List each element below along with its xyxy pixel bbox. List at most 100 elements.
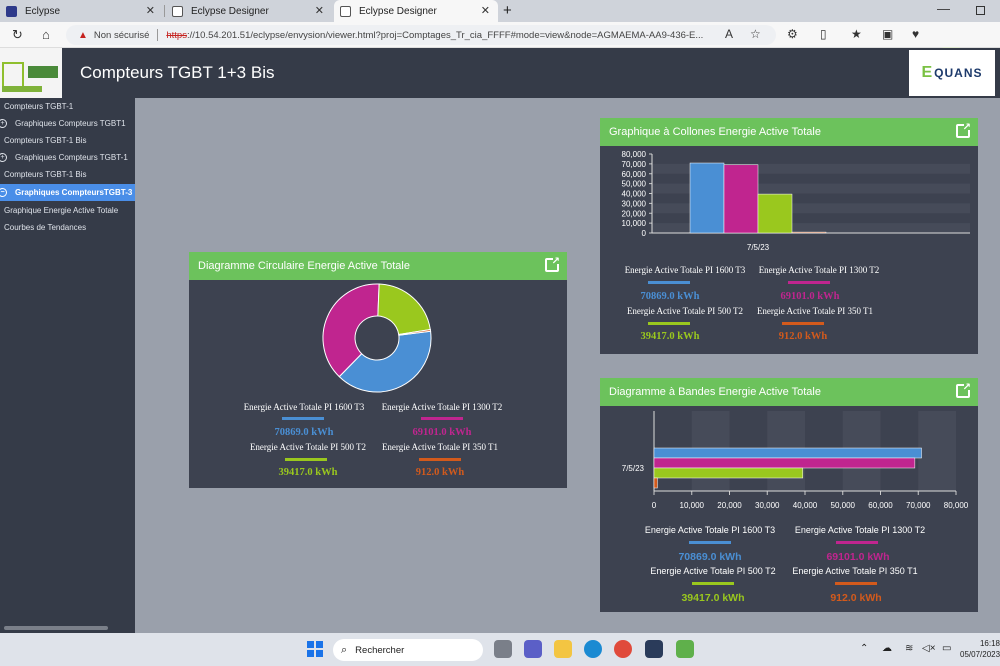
- browser-tab[interactable]: Eclypse ✕: [0, 0, 163, 22]
- x-tick-label: 60,000: [868, 501, 893, 510]
- battery-icon[interactable]: ▭: [942, 643, 952, 654]
- sidebar-item-label: Compteurs TGBT-1: [4, 102, 74, 111]
- split-screen-icon[interactable]: ▯: [820, 27, 827, 41]
- security-label[interactable]: Non sécurisé: [93, 29, 150, 41]
- legend-swatch: [421, 417, 463, 420]
- x-tick-label: 20,000: [717, 501, 742, 510]
- favorites-icon[interactable]: ★: [851, 27, 862, 41]
- maximize-icon[interactable]: [976, 6, 985, 15]
- sidebar-item-compteurs-tgbt-1-bis[interactable]: Compteurs TGBT-1 Bis: [0, 132, 135, 149]
- open-external-icon[interactable]: ↗: [956, 122, 972, 138]
- x-tick-label: 70,000: [906, 501, 931, 510]
- x-category-label: 7/5/23: [747, 243, 770, 252]
- teams-icon[interactable]: [524, 640, 542, 658]
- legend-label: Energie Active Totale PI 1600 T3: [624, 265, 746, 275]
- horizontal-bar: [653, 477, 658, 489]
- equans-logo: E QUANS: [909, 50, 995, 96]
- tab-title: Eclypse: [25, 5, 61, 17]
- expand-icon[interactable]: +: [0, 153, 7, 162]
- legend-value: 912.0 kWh: [830, 592, 882, 604]
- legend-label: Energie Active Totale PI 1300 T2: [758, 265, 880, 275]
- read-aloud-icon[interactable]: A: [725, 27, 734, 41]
- x-tick-label: 30,000: [755, 501, 780, 510]
- windows-start-icon[interactable]: [306, 640, 324, 658]
- column-chart-panel: Graphique à Collones Energie Active Tota…: [600, 118, 978, 354]
- edge-icon[interactable]: [584, 640, 602, 658]
- sidebar-item-compteurs-tgbt-1[interactable]: Compteurs TGBT-1: [0, 98, 135, 115]
- tab-title: Eclypse Designer: [191, 5, 269, 17]
- panel-title: Diagramme à Bandes Energie Active Totale…: [600, 378, 978, 406]
- x-tick-label: 40,000: [793, 501, 818, 510]
- horizontal-bar: [653, 457, 916, 469]
- app-icon[interactable]: [645, 640, 663, 658]
- sidebar: Compteurs TGBT-1 + Graphiques Compteurs …: [0, 98, 135, 633]
- taskbar-clock[interactable]: 16:18 05/07/2023: [960, 638, 1000, 660]
- home-icon[interactable]: ⌂: [42, 27, 50, 42]
- clock-time: 16:18: [979, 639, 1000, 648]
- sidebar-scrollbar[interactable]: [4, 626, 108, 630]
- legend-value: 39417.0 kWh: [278, 467, 338, 478]
- search-placeholder: Rechercher: [355, 644, 405, 656]
- favorite-star-icon[interactable]: ☆: [750, 27, 761, 41]
- chevron-up-icon[interactable]: ⌃: [860, 643, 869, 654]
- column-bar: [723, 164, 759, 234]
- collections-icon[interactable]: ▣: [882, 27, 894, 41]
- legend-swatch: [648, 281, 690, 284]
- sidebar-item-graphiques-tgbt-3[interactable]: − Graphiques CompteursTGBT-3: [0, 184, 135, 201]
- legend-value: 39417.0 kWh: [640, 331, 700, 342]
- close-tab-icon[interactable]: ✕: [314, 5, 324, 17]
- search-icon: ⌕: [341, 643, 348, 656]
- y-tick-label: 70,000: [622, 160, 647, 169]
- y-tick-label: 50,000: [622, 180, 647, 189]
- legend-swatch: [836, 541, 878, 544]
- sidebar-item-courbes-tendances[interactable]: Courbes de Tendances: [0, 219, 135, 236]
- task-view-icon[interactable]: [494, 640, 512, 658]
- page-favicon-icon: [340, 5, 351, 17]
- open-external-icon[interactable]: ↗: [545, 256, 561, 272]
- horizontal-bar: [653, 467, 804, 479]
- browser-tab[interactable]: Eclypse Designer ✕: [166, 0, 332, 22]
- new-tab-icon[interactable]: +: [503, 2, 512, 19]
- minimize-icon[interactable]: —: [937, 1, 950, 16]
- legend-label: Energie Active Totale PI 500 T2: [249, 442, 367, 452]
- sidebar-item-label: Compteurs TGBT-1 Bis: [4, 136, 87, 145]
- close-tab-icon[interactable]: ✕: [145, 5, 155, 17]
- url-field[interactable]: ▲ Non sécurisé https ://10.54.201.51/ecl…: [66, 25, 776, 45]
- sidebar-item-label: Graphique Energie Active Totale: [4, 206, 119, 215]
- column-bar: [757, 193, 793, 234]
- legend-swatch: [648, 322, 690, 325]
- browser-tab-bar: Eclypse ✕ Eclypse Designer ✕ Eclypse Des…: [0, 0, 1000, 22]
- donut-slice: [338, 330, 432, 393]
- url-scheme: https: [166, 29, 187, 41]
- close-tab-icon[interactable]: ✕: [480, 5, 490, 17]
- company-logo: [0, 48, 62, 98]
- y-tick-label: 0: [642, 229, 647, 238]
- browser-tab-active[interactable]: Eclypse Designer ✕: [334, 0, 498, 22]
- sidebar-item-graphique-energie[interactable]: Graphique Energie Active Totale: [0, 202, 135, 219]
- legend-swatch: [282, 417, 324, 420]
- donut-slice: [322, 283, 380, 378]
- browser-essentials-icon[interactable]: ♥: [912, 27, 920, 41]
- cloud-icon[interactable]: ☁: [882, 643, 892, 654]
- volume-mute-icon[interactable]: ◁×: [922, 643, 936, 654]
- app-icon[interactable]: [676, 640, 694, 658]
- chrome-icon[interactable]: [614, 640, 632, 658]
- file-explorer-icon[interactable]: [554, 640, 572, 658]
- legend-label: Energie Active Totale PI 1600 T3: [644, 525, 776, 535]
- legend-swatch: [285, 458, 327, 461]
- wifi-icon[interactable]: ≋: [905, 643, 914, 654]
- sidebar-item-graphiques-tgbt-1[interactable]: + Graphiques Compteurs TGBT-1: [0, 149, 135, 166]
- taskbar-search[interactable]: ⌕ Rechercher: [333, 639, 483, 661]
- legend-value: 70869.0 kWh: [274, 427, 334, 438]
- sidebar-item-label: Graphiques Compteurs TGBT-1: [15, 153, 128, 162]
- legend-label: Energie Active Totale PI 500 T2: [650, 566, 776, 576]
- extensions-icon[interactable]: ⚙: [787, 27, 798, 41]
- refresh-icon[interactable]: ↻: [12, 27, 23, 42]
- sidebar-item-compteurs-tgbt-1-bis-2[interactable]: Compteurs TGBT-1 Bis: [0, 166, 135, 183]
- sidebar-item-graphiques-tgbt1[interactable]: + Graphiques Compteurs TGBT1: [0, 115, 135, 132]
- expand-icon[interactable]: +: [0, 119, 7, 128]
- panel-title: Graphique à Collones Energie Active Tota…: [600, 118, 978, 146]
- open-external-icon[interactable]: ↗: [956, 382, 972, 398]
- expand-icon[interactable]: −: [0, 188, 7, 197]
- legend-swatch: [788, 281, 830, 284]
